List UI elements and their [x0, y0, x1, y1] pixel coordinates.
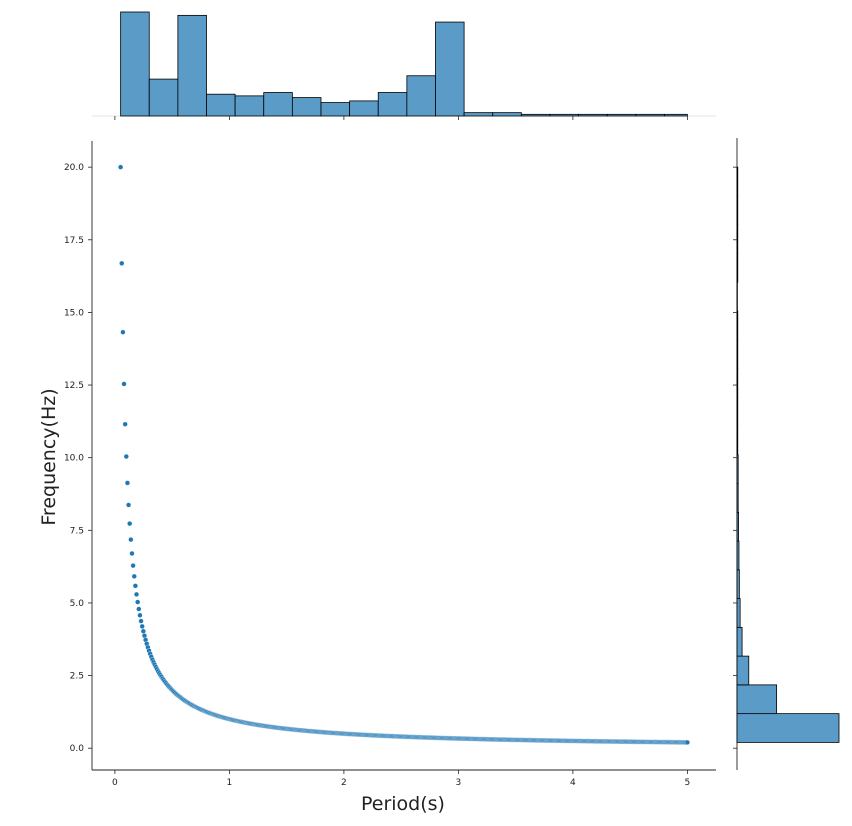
right-hist-bar	[737, 196, 738, 225]
right-hist-bar	[737, 455, 738, 484]
x-ticks: 0 1 2 3 4 5	[112, 770, 690, 788]
scatter-point	[132, 574, 137, 579]
x-tick-label: 2	[341, 778, 347, 788]
top-hist-bar	[435, 22, 464, 116]
scatter-point	[130, 551, 135, 556]
right-hist-bar	[737, 714, 839, 743]
right-hist-bar	[737, 311, 738, 340]
top-hist-bar	[235, 96, 264, 116]
scatter-point	[124, 454, 129, 459]
top-hist-bar	[178, 15, 207, 116]
right-hist-bar	[737, 225, 738, 254]
right-hist-bar	[737, 541, 739, 570]
x-tick-label: 3	[456, 778, 462, 788]
top-hist-bar	[350, 101, 379, 116]
right-hist-bar	[737, 167, 738, 196]
scatter-point	[141, 629, 146, 634]
x-tick-label: 1	[227, 778, 233, 788]
right-marginal-histogram	[733, 138, 839, 770]
top-hist-bar	[579, 114, 608, 116]
scatter-point	[127, 521, 132, 526]
top-hist-bar	[321, 103, 350, 116]
main-scatter-axes: 0 1 2 3 4 5 0.0 2.5 5.0 7.5 10.0 12.5 15.0 17.5 20.0	[64, 141, 716, 788]
scatter-point	[125, 481, 130, 486]
scatter-point	[133, 583, 138, 588]
scatter-point	[138, 613, 143, 618]
top-hist-bar	[206, 94, 235, 116]
y-tick-label: 20.0	[64, 163, 84, 173]
right-hist-bar	[737, 685, 777, 714]
x-tick-label: 4	[570, 778, 576, 788]
scatter-point	[140, 624, 145, 629]
right-hist-bar	[737, 484, 738, 513]
scatter-point	[128, 537, 133, 542]
scatter-point	[123, 422, 128, 427]
y-tick-label: 7.5	[70, 526, 84, 536]
right-hist-bar	[737, 340, 738, 369]
top-hist-bar	[664, 114, 687, 116]
scatter-point	[134, 592, 139, 597]
top-hist-bar	[264, 93, 293, 116]
scatter-points	[118, 165, 690, 745]
y-tick-label: 12.5	[64, 381, 84, 391]
scatter-point	[139, 619, 144, 624]
y-ticks: 0.0 2.5 5.0 7.5 10.0 12.5 15.0 17.5 20.0	[64, 163, 92, 754]
right-hist-bar	[737, 570, 739, 599]
scatter-point	[136, 607, 141, 612]
top-hist-bar	[121, 12, 150, 116]
right-hist-bar	[737, 656, 749, 685]
top-hist-bar	[521, 114, 550, 116]
y-tick-label: 0.0	[70, 744, 85, 754]
top-hist-bar	[407, 76, 436, 116]
scatter-point	[685, 740, 690, 745]
right-hist-bar	[737, 627, 742, 656]
right-hist-bar	[737, 512, 739, 541]
scatter-point	[135, 600, 140, 605]
y-tick-label: 17.5	[64, 236, 84, 246]
y-tick-label: 2.5	[70, 672, 84, 682]
scatter-point	[121, 330, 126, 335]
x-tick-label: 0	[112, 778, 118, 788]
right-hist-bar	[737, 397, 738, 426]
scatter-point	[119, 261, 124, 266]
scatter-point	[122, 382, 127, 387]
y-tick-label: 5.0	[70, 599, 85, 609]
top-hist-bar	[636, 114, 665, 116]
scatter-point	[118, 165, 123, 170]
x-tick-label: 5	[685, 778, 691, 788]
right-hist-bar	[737, 368, 738, 397]
right-hist-bar	[737, 599, 740, 628]
y-axis-label: Frequency(Hz)	[38, 388, 60, 525]
right-hist-bar	[737, 426, 738, 455]
top-hist-bar	[378, 93, 407, 116]
top-hist-bar	[292, 98, 321, 116]
top-marginal-histogram	[92, 12, 716, 120]
y-tick-label: 15.0	[64, 308, 84, 318]
top-hist-bar	[607, 114, 636, 116]
scatter-point	[126, 503, 131, 508]
top-hist-bar	[149, 79, 178, 116]
y-tick-label: 10.0	[64, 454, 84, 464]
top-hist-bar	[550, 114, 579, 116]
top-hist-bar	[464, 113, 493, 116]
x-axis-label: Period(s)	[361, 793, 445, 815]
scatter-point	[131, 563, 136, 568]
right-hist-bar	[737, 253, 738, 282]
top-hist-bar	[493, 113, 522, 116]
